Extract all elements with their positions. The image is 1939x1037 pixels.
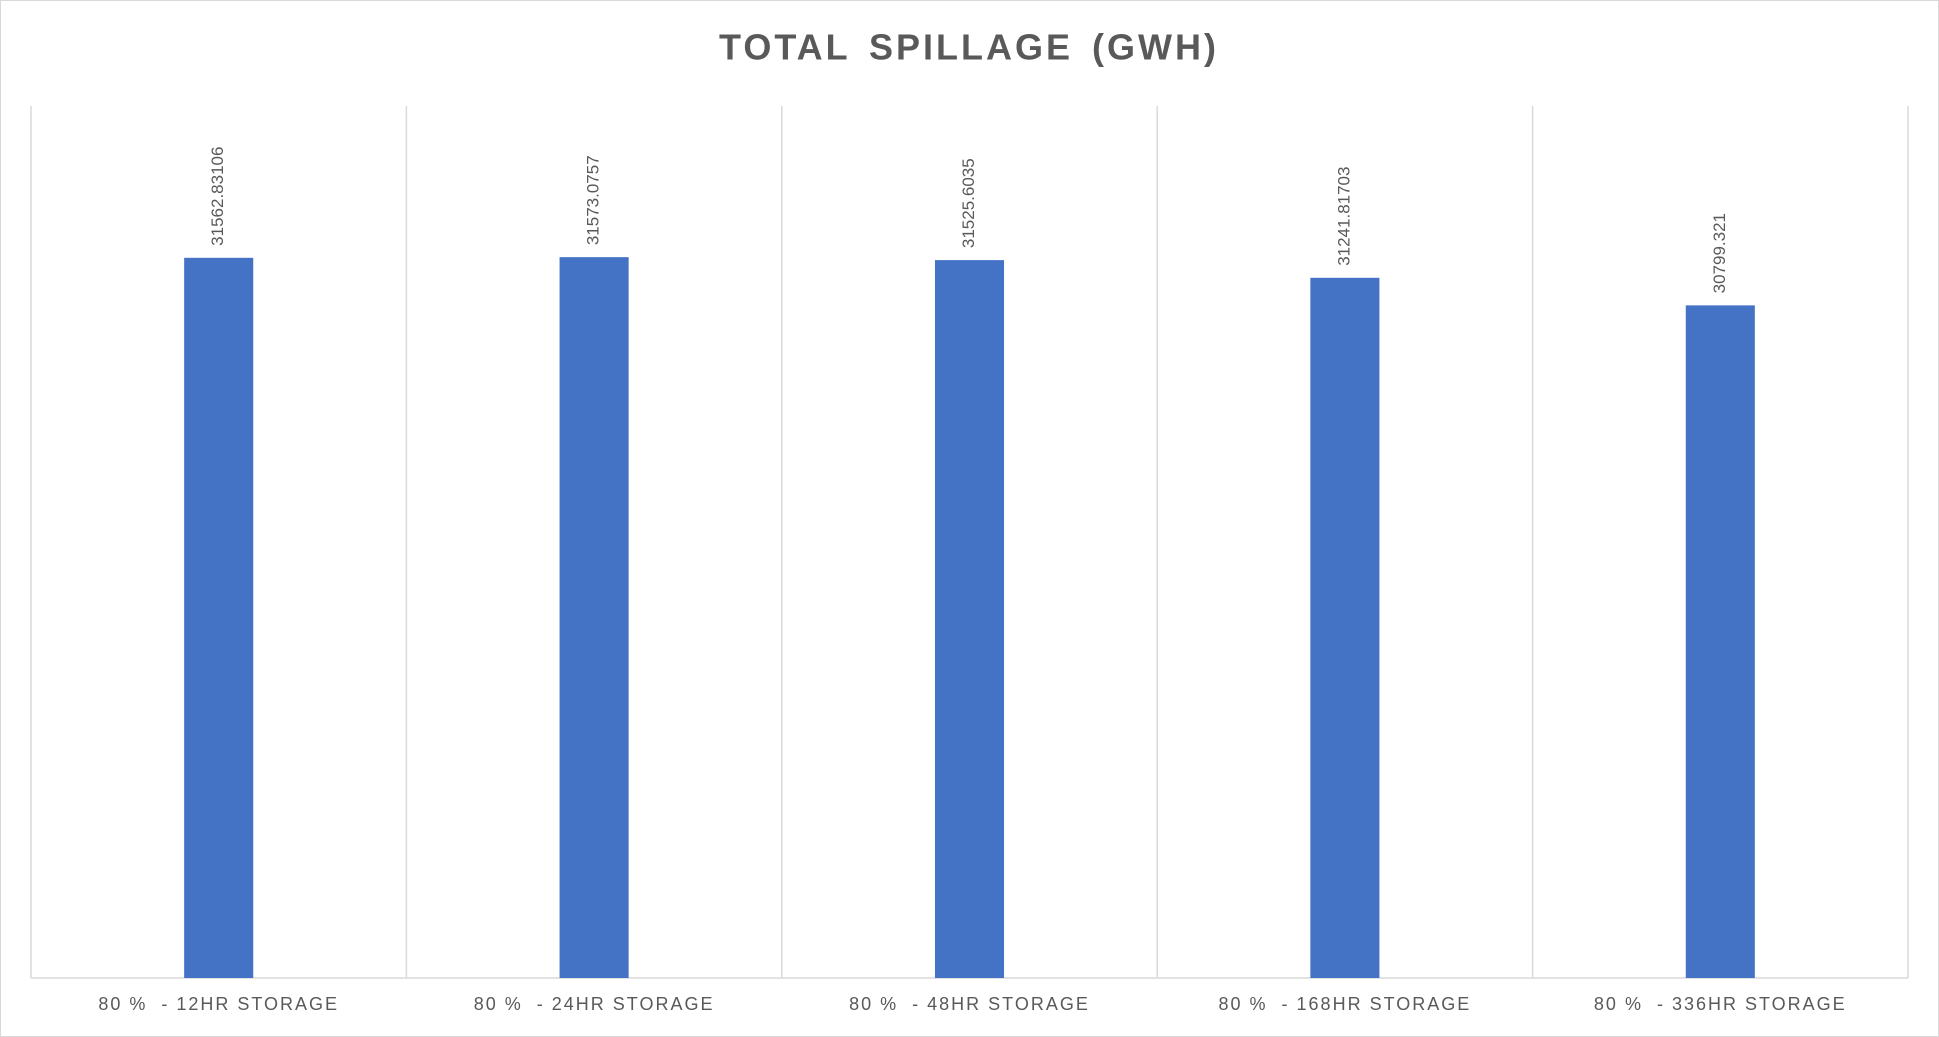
x-tick-label: 80 % - 168HR STORAGE — [1219, 994, 1472, 1014]
data-label: 31562.83106 — [208, 147, 227, 246]
data-label: 31241.81703 — [1334, 167, 1353, 266]
x-tick-label: 80 % - 12HR STORAGE — [98, 994, 339, 1014]
x-tick-label: 80 % - 24HR STORAGE — [474, 994, 715, 1014]
chart-title: TOTAL SPILLAGE (GWH) — [719, 27, 1219, 68]
data-label: 31573.0757 — [584, 155, 603, 245]
data-label: 30799.321 — [1710, 213, 1729, 293]
x-tick-label: 80 % - 336HR STORAGE — [1594, 994, 1847, 1014]
bar — [559, 257, 629, 978]
bar — [184, 257, 254, 979]
x-tick-label: 80 % - 48HR STORAGE — [849, 994, 1090, 1014]
bar — [1685, 305, 1755, 978]
bar — [1310, 277, 1380, 978]
bar — [934, 260, 1005, 978]
data-label: 31525.6035 — [959, 158, 978, 248]
